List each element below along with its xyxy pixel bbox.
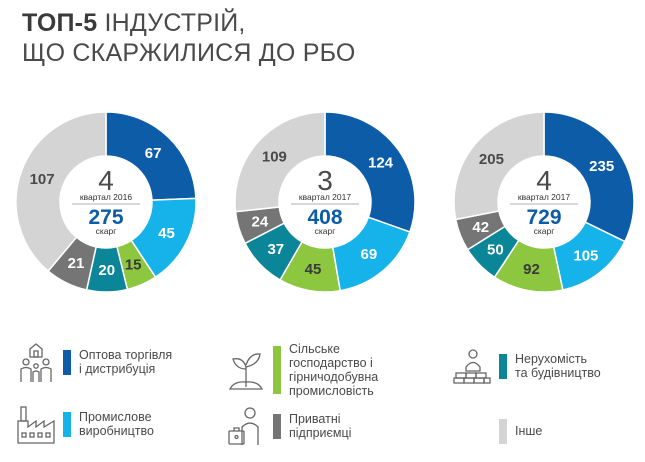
legend-line: Промислове — [79, 410, 152, 424]
center-period: квартал 2017 — [518, 192, 570, 202]
legend-line: виробництво — [79, 424, 154, 438]
legend-swatch-other — [499, 418, 507, 444]
legend-item-other: Інше — [452, 410, 542, 452]
title-line-2: ЩО СКАРЖИЛИСЯ ДО РБО — [22, 39, 356, 67]
legend-item-private: Приватні підприємці — [226, 405, 351, 447]
data-label: 37 — [267, 241, 284, 258]
legend-label-other: Інше — [515, 424, 542, 438]
legend-line: і дистрибуція — [79, 362, 156, 376]
legend-line: Приватні — [289, 412, 341, 426]
legend-swatch-private — [273, 413, 281, 439]
legend-line: та будівництво — [515, 366, 601, 380]
legend-line: Інше — [515, 424, 543, 438]
center-total: 408 — [307, 206, 342, 229]
data-label: 21 — [68, 255, 85, 272]
data-label: 92 — [523, 261, 540, 278]
data-label: 45 — [305, 261, 322, 278]
donut-slice-other — [453, 111, 545, 221]
donut-slice-other — [15, 111, 107, 273]
legend-line: господарство і — [289, 356, 373, 370]
center-period: квартал 2017 — [299, 192, 351, 202]
family-icon — [20, 343, 52, 382]
sprout-icon — [228, 353, 264, 390]
data-label: 69 — [360, 246, 377, 263]
data-label: 205 — [479, 151, 504, 168]
legend-line: Сільське — [289, 342, 340, 356]
legend-line: гірничодобувна — [289, 370, 379, 384]
data-label: 50 — [487, 242, 504, 259]
center-quarter: 4 — [536, 165, 552, 196]
builder-icon — [453, 349, 491, 384]
legend-label-wholesale: Оптова торгівля і дистрибуція — [79, 348, 172, 376]
legend-item-realestate: Нерухомість та будівництво — [452, 345, 601, 387]
donut-hole — [499, 157, 589, 247]
legend-line: підприємці — [289, 426, 352, 440]
data-label: 67 — [145, 145, 162, 162]
center-total: 275 — [88, 206, 123, 229]
legend-label-realestate: Нерухомість та будівництво — [515, 352, 601, 380]
legend-line: Нерухомість — [515, 352, 587, 366]
title-strong: ТОП-5 — [22, 9, 98, 37]
legend-icon-placeholder — [452, 410, 492, 452]
donut-slice-other — [234, 111, 326, 213]
center-quarter: 3 — [317, 165, 333, 196]
center-unit: скарг — [96, 226, 117, 236]
donut-hole — [280, 157, 370, 247]
legend-item-manufacturing: Промислове виробництво — [16, 403, 154, 445]
title-rest: ІНДУСТРІЙ, — [97, 9, 246, 37]
data-label: 24 — [252, 214, 269, 231]
legend-swatch-wholesale — [63, 349, 71, 375]
center-quarter: 4 — [98, 165, 114, 196]
donut-slice-wholesale — [543, 111, 635, 243]
legend-item-wholesale: Оптова торгівля і дистрибуція — [16, 341, 172, 383]
center-unit: скарг — [315, 226, 336, 236]
legend-label-private: Приватні підприємці — [289, 412, 351, 440]
legend-swatch-manufacturing — [63, 411, 71, 437]
data-label: 105 — [573, 248, 598, 265]
data-label: 45 — [158, 225, 175, 242]
data-label: 15 — [125, 256, 142, 273]
legend-swatch-realestate — [499, 353, 507, 379]
title-line-1: ТОП-5 ІНДУСТРІЙ, — [22, 8, 356, 38]
center-unit: скарг — [534, 226, 555, 236]
donut-slice-wholesale — [324, 111, 416, 233]
chart-title: ТОП-5 ІНДУСТРІЙ, ЩО СКАРЖИЛИСЯ ДО РБО — [22, 8, 356, 68]
donut-slice-wholesale — [105, 111, 197, 201]
center-period: квартал 2016 — [80, 192, 132, 202]
data-label: 107 — [30, 171, 55, 188]
center-total: 729 — [526, 206, 561, 229]
data-label: 20 — [98, 262, 115, 279]
legend-label-manufacturing: Промислове виробництво — [79, 410, 154, 438]
legend-line: промисловість — [289, 384, 374, 398]
legend-label-agriculture: Сільське господарство і гірничодобувна п… — [289, 342, 378, 398]
data-label: 124 — [368, 155, 394, 172]
legend-swatch-agriculture — [273, 346, 281, 394]
data-label: 235 — [589, 158, 614, 175]
legend-item-agriculture: Сільське господарство і гірничодобувна п… — [226, 342, 378, 398]
factory-icon — [17, 406, 55, 444]
legend-line: Оптова торгівля — [79, 348, 173, 362]
donut-hole — [61, 157, 151, 247]
data-label: 42 — [472, 219, 489, 236]
entrepreneur-icon — [228, 407, 259, 445]
data-label: 109 — [262, 149, 287, 166]
